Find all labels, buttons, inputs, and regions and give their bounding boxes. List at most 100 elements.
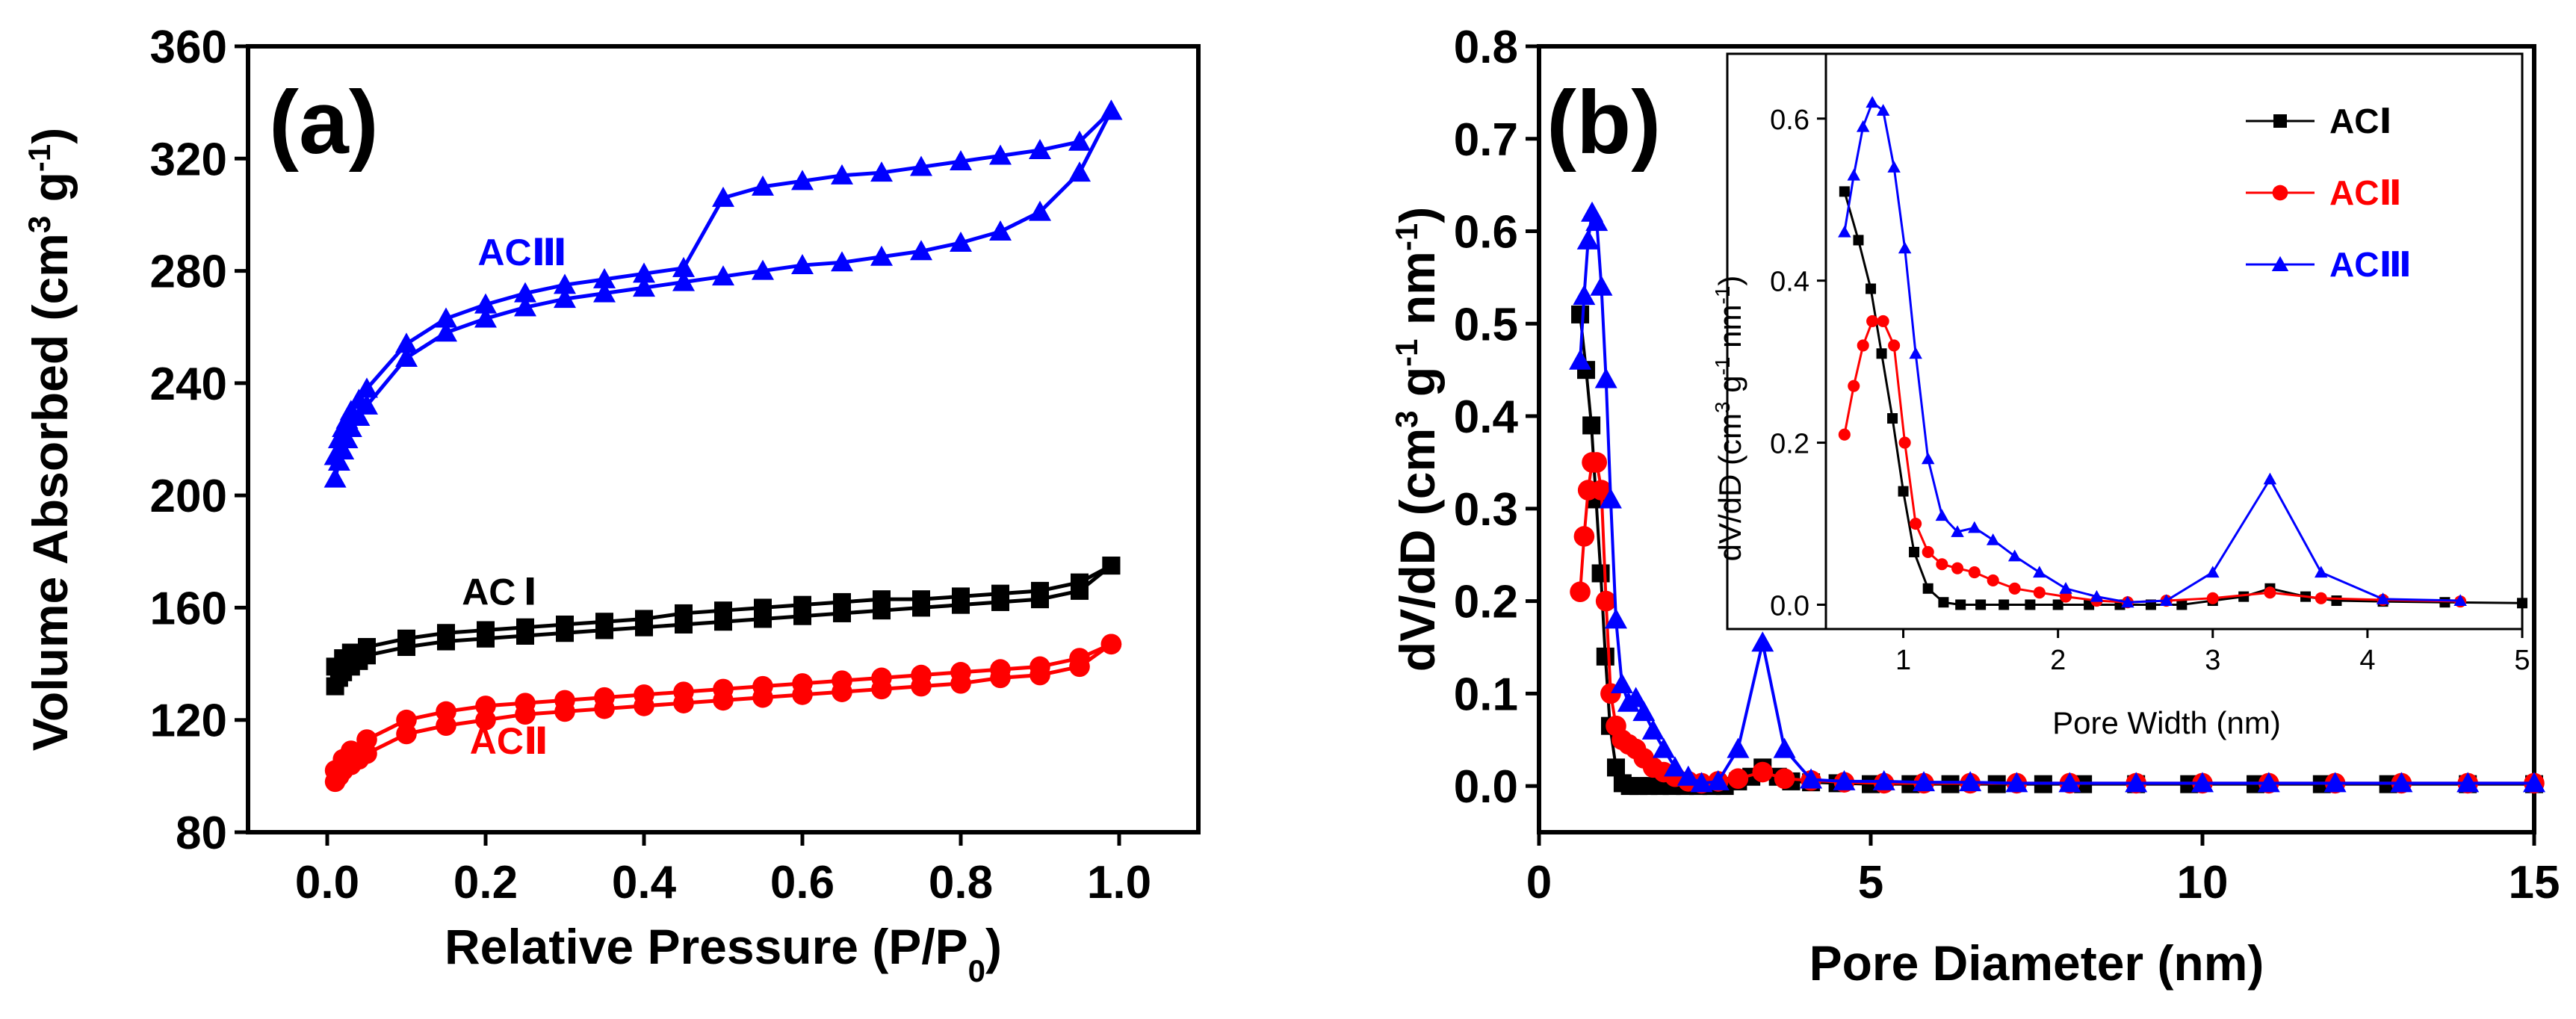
x-tick-label: 3 [2205, 645, 2220, 676]
series-ac-iii-desorption-point [712, 186, 734, 207]
inset-series-ac-i-point [1887, 413, 1898, 424]
inset-series-ac-ii-point [1910, 517, 1922, 530]
inset-series-ac-i-point [2517, 598, 2527, 609]
series-ac-i-desorption-point [793, 595, 811, 614]
series-ac-iii-desorption-point [1068, 130, 1091, 151]
series-ac-ii-desorption-point [1030, 656, 1050, 678]
series-ac-i-desorption-point [952, 587, 970, 606]
series-ac-iii-desorption-point [870, 161, 893, 182]
series-ac-ii-desorption-point [475, 696, 496, 716]
y-tick-label: 0.6 [1770, 105, 1809, 136]
inset-series-ac-ii-point [1838, 428, 1851, 441]
y-tick-label: 0.2 [1454, 577, 1518, 628]
series-ac-iii-point [1576, 229, 1600, 250]
panel-a-series: AC Ⅰ ACⅡ ACⅢ [323, 99, 1123, 793]
inset-x-axis-title: Pore Width (nm) [2052, 705, 2281, 740]
series-ac-i-desorption-point [556, 615, 574, 634]
inset-series-ac-iii-point [2263, 472, 2277, 485]
inset-series-ac-i-point [2052, 599, 2063, 610]
series-ac-i-desorption-point [873, 590, 891, 609]
series-ac-i-desorption-point [1102, 557, 1121, 575]
inset-series-ac-ii-point [2008, 582, 2021, 595]
panel-a-x-axis-title: Relative Pressure (P/P0) [445, 919, 1002, 988]
inset-outer-frame [1726, 52, 2524, 631]
inset-series-ac-ii-point [2206, 592, 2219, 604]
series-ac-iii-point [1605, 608, 1628, 629]
series-ac-iii-adsorption-point [474, 307, 497, 328]
inset-series-ac-ii-point [1888, 339, 1901, 352]
x-tick-label: 0.6 [770, 857, 835, 908]
series-ac-iii-desorption-point [1029, 139, 1051, 160]
series-ac-iii-point [1585, 211, 1609, 232]
y-tick-label: 360 [150, 22, 227, 73]
inset-series-ac-i-point [1909, 546, 1920, 557]
inset-series-ac-ii-point [2264, 586, 2276, 599]
panel-b-inset: 1 2 3 4 5 0.0 0.2 0.4 0.6 Pore Width (nm) dV/dD … [1711, 52, 2530, 740]
series-ac-iii-adsorption-point [950, 232, 972, 252]
inset-ticks: 1 2 3 4 5 0.0 0.2 0.4 0.6 [1770, 54, 2530, 676]
inset-series-ac-i-point [1866, 283, 1877, 294]
series-ac-iii-desorption-point [633, 262, 655, 283]
series-ac-ii-desorption-point [436, 701, 456, 722]
series-ac-iii-point [2456, 772, 2480, 793]
series-ac-iii-desorption-point [672, 256, 695, 277]
inset-series-ac-iii-point [1876, 104, 1890, 116]
series-ac-iii-desorption-point [989, 144, 1012, 165]
series-ac-iii-point [1751, 631, 1774, 652]
legend-marker [2271, 255, 2289, 271]
inset-series-ac-iii-point [2159, 594, 2173, 607]
series-ac-i-desorption-point [516, 618, 534, 637]
series-ac-iii-point [1913, 771, 1936, 792]
series-ac-i-desorption-point [358, 638, 376, 657]
series-ac-i-desorption-point [714, 601, 732, 620]
series-ac-i-point [1591, 564, 1610, 583]
series-ac-i-desorption-point [1071, 573, 1089, 592]
series-ac-iii-point [1706, 769, 1730, 790]
y-tick-label: 120 [150, 696, 227, 747]
y-tick-label: 320 [150, 134, 227, 185]
inset-series-ac-iii-point [1866, 96, 1879, 108]
series-ac-iii-adsorption-line [333, 110, 1113, 480]
panel-a: 0.0 0.2 0.4 0.6 0.8 1.0 80 120 160 200 240 280 320 36… [22, 22, 1201, 988]
series-ac-iii-point [2523, 772, 2545, 793]
x-tick-label: 15 [2509, 857, 2560, 908]
inset-series-ac-i-point [2025, 599, 2036, 610]
series-ac-i-desorption-point [754, 598, 772, 617]
series-ac-iii-point [1773, 737, 1796, 758]
series-ac-iii-point [1590, 275, 1613, 296]
series-ac-i-point [1571, 305, 1590, 323]
inset-series-ac-iii-point [1935, 509, 1949, 521]
series-ac-iii-point [1676, 765, 1700, 786]
y-tick-label: 0.4 [1454, 391, 1519, 443]
series-ac-iii-point [1800, 768, 1823, 789]
series-ac-ii-desorption-point [554, 690, 575, 711]
series-ac-iii-adsorption-point [323, 467, 347, 488]
series-ac-ii-point [1595, 590, 1617, 612]
y-tick-label: 200 [150, 471, 227, 522]
series-ac-iii-desorption-point [791, 170, 814, 191]
inset-series-ac-iii-point [1838, 225, 1851, 238]
panel-a-plot-frame [246, 44, 1201, 834]
y-tick-label: 0.3 [1454, 484, 1518, 536]
inset-series-ac-iii-point [2121, 595, 2134, 608]
series-label-ac-iii: ACⅢ [477, 232, 566, 273]
y-tick-label: 0.7 [1454, 114, 1518, 166]
series-ac-iii-point [1611, 672, 1633, 693]
y-tick-label: 0.4 [1770, 267, 1809, 298]
y-tick-label: 0.2 [1770, 429, 1809, 460]
series-ac-ii-point [1591, 480, 1612, 501]
inset-series-ac-iii-point [2315, 566, 2328, 578]
inset-series-ac-iii-point [2033, 566, 2046, 578]
series-ac-ii-desorption-point [1069, 648, 1090, 669]
series-ac-iii-point [1872, 769, 1895, 790]
series-ac-ii-desorption-point [356, 729, 377, 750]
panel-b: 0 5 10 150.00.10.20.30.40.50.60.70.8 (b) Po… [1389, 22, 2560, 991]
series-ac-iii-desorption-point [910, 155, 932, 176]
series-ac-i-desorption-point [437, 624, 455, 642]
series-ac-ii-desorption-point [673, 681, 694, 702]
x-tick-label: 0.0 [295, 857, 359, 908]
series-ac-ii-point [1752, 761, 1774, 783]
series-ac-iii-adsorption-point [791, 254, 814, 275]
inset-legend: ACⅠ ACⅡ ACⅢ [2246, 102, 2412, 284]
series-ac-i-desorption-point [912, 590, 930, 609]
